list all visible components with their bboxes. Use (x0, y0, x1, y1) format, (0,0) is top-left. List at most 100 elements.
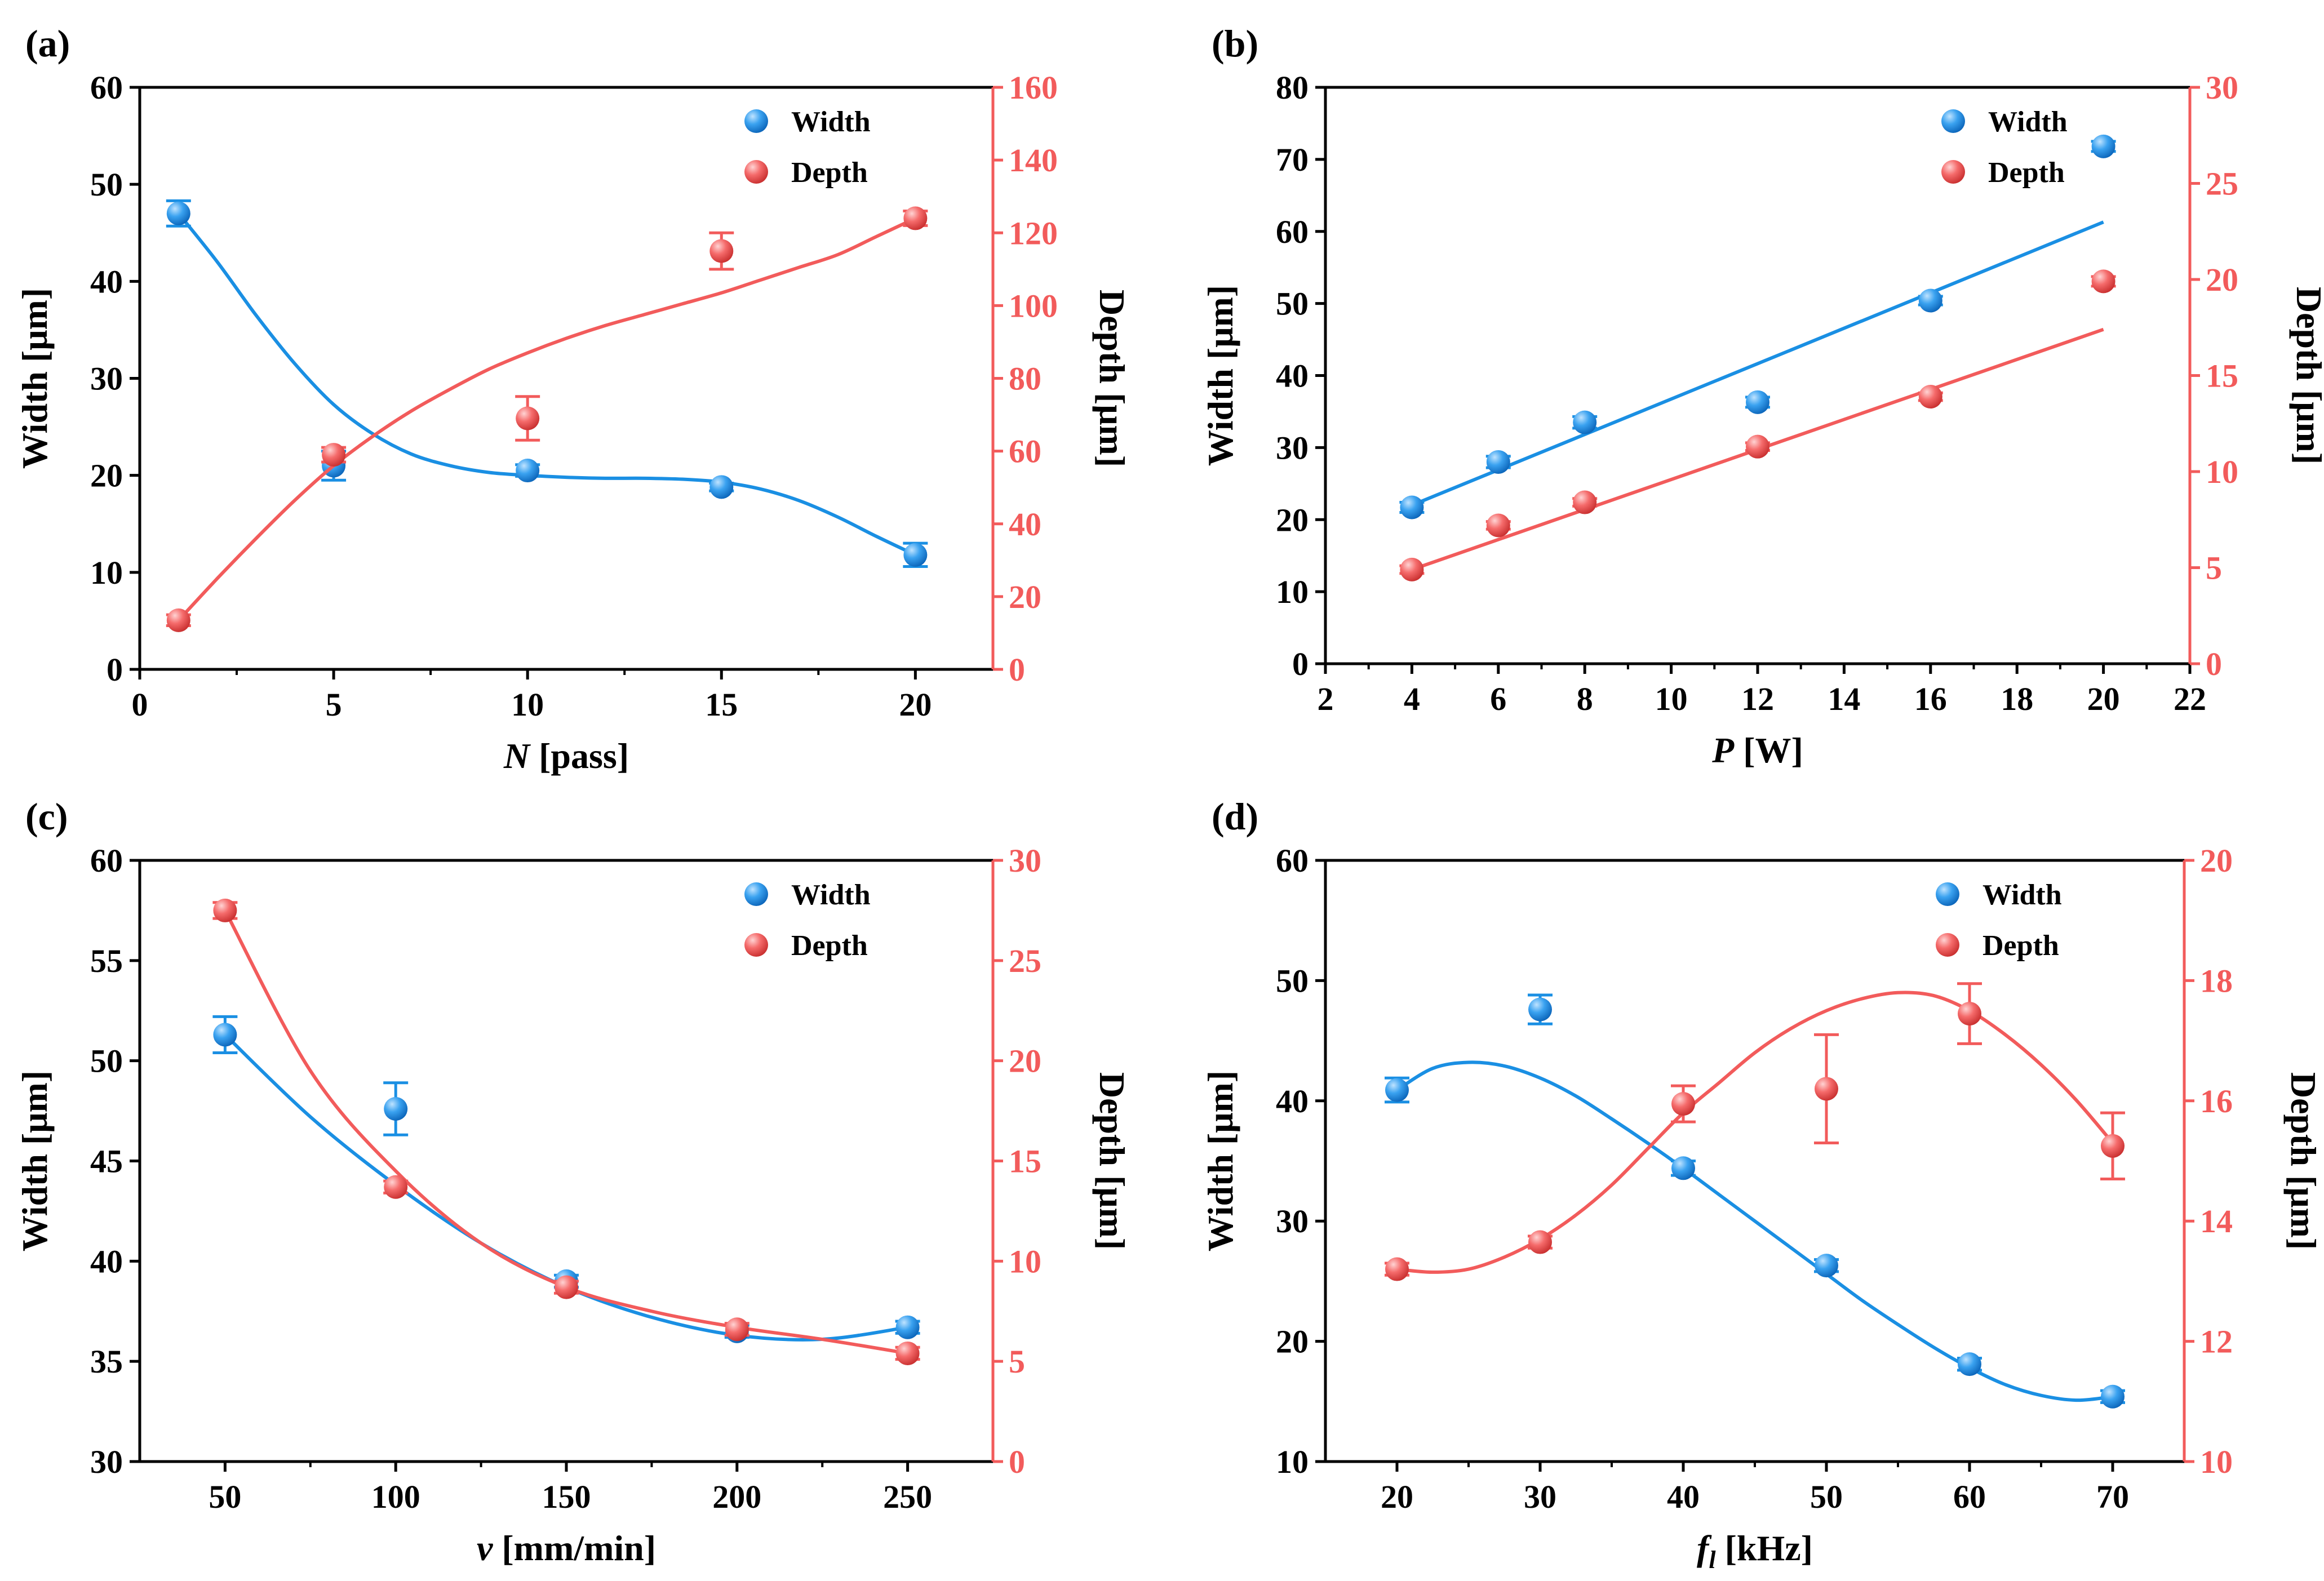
y-tick-label: 40 (1276, 358, 1309, 394)
data-point-width (1746, 390, 1769, 414)
data-point-depth (322, 443, 346, 467)
y-tick-label: 60 (1276, 842, 1309, 879)
y2-tick-label: 25 (2206, 166, 2238, 202)
panel-label: (d) (1212, 795, 1258, 838)
data-point-depth (903, 206, 928, 230)
data-point-depth (1486, 513, 1510, 538)
panel-label: (b) (1212, 22, 1258, 65)
series-depth (166, 206, 928, 632)
data-point-width (709, 475, 734, 499)
x-tick-label: 8 (1577, 681, 1593, 717)
y2-tick-label: 0 (1009, 1444, 1025, 1480)
y2-tick-label: 20 (1009, 579, 1041, 615)
x-tick-label: 150 (542, 1478, 591, 1515)
y2-tick-label: 10 (2206, 454, 2238, 490)
x-tick-label: 20 (899, 686, 932, 723)
data-point-width (2101, 1384, 2125, 1409)
legend-marker-width (1936, 882, 1959, 906)
data-point-width (1486, 450, 1510, 474)
data-point-width (1385, 1078, 1409, 1102)
y-tick-label: 45 (90, 1143, 123, 1180)
x-tick-label: 0 (132, 686, 148, 723)
data-point-depth (709, 239, 734, 263)
y2-tick-label: 60 (1009, 433, 1041, 470)
series-width (1385, 993, 2125, 1409)
y-tick-label: 80 (1276, 69, 1309, 106)
y-axis-title: Width [μm] (15, 288, 55, 469)
y-tick-label: 30 (1276, 1203, 1309, 1240)
data-point-depth (1385, 1257, 1409, 1281)
x-tick-label: 6 (1490, 681, 1506, 717)
data-point-width (2091, 134, 2115, 158)
y-tick-label: 10 (90, 554, 123, 591)
data-point-depth (1815, 1077, 1838, 1101)
x-tick-label: 50 (209, 1478, 241, 1515)
series-depth (1399, 269, 2116, 581)
data-point-depth (1573, 490, 1597, 514)
y-tick-label: 30 (90, 361, 123, 397)
panel-label: (a) (25, 22, 70, 65)
series-width (1399, 134, 2116, 519)
y2-tick-label: 10 (2200, 1444, 2233, 1480)
legend-marker-depth (744, 160, 768, 184)
data-point-width (1573, 410, 1597, 434)
y-axis-title: Width [μm] (1200, 1071, 1240, 1251)
legend-marker-width (744, 109, 768, 133)
y-tick-label: 50 (90, 166, 123, 203)
data-point-depth (1400, 557, 1424, 581)
x-tick-label: 15 (705, 686, 738, 723)
y-tick-label: 40 (90, 263, 123, 300)
panel-c: (c) 50 100 150 200 250 30 35 40 45 50 55 60 0 5 10 15 20 2… (15, 795, 1132, 1568)
legend-label-depth: Depth (1988, 157, 2065, 189)
y2-tick-label: 0 (2206, 646, 2222, 682)
y-tick-label: 30 (90, 1444, 123, 1480)
x-tick-label: 30 (1524, 1478, 1556, 1515)
x-axis-title: P [W] (1711, 730, 1803, 770)
data-point-depth (1671, 1092, 1695, 1116)
x-tick-label: 12 (1741, 681, 1774, 717)
y-tick-label: 20 (1276, 1324, 1309, 1360)
y2-tick-label: 14 (2200, 1203, 2233, 1240)
y2-axis-title: Depth [μm] (2289, 287, 2324, 464)
y-tick-label: 60 (90, 69, 123, 106)
y2-axis-title: Depth [μm] (2283, 1072, 2323, 1250)
x-axis-title: N [pass] (503, 736, 629, 776)
y-tick-label: 40 (90, 1243, 123, 1280)
fit-curve-depth (177, 216, 916, 621)
data-point-depth (1958, 1002, 1981, 1026)
y-tick-label: 50 (1276, 286, 1309, 322)
x-tick-label: 2 (1318, 681, 1334, 717)
data-point-depth (1746, 434, 1769, 459)
y2-tick-label: 0 (1009, 651, 1025, 688)
y2-tick-label: 18 (2200, 962, 2233, 999)
x-tick-label: 10 (1655, 681, 1688, 717)
x-axis-title: fl [kHz] (1697, 1528, 1813, 1574)
x-axis-title: v [mm/min] (477, 1528, 656, 1568)
x-tick-label: 60 (1953, 1478, 1986, 1515)
x-tick-label: 22 (2174, 681, 2206, 717)
y2-tick-label: 10 (1009, 1243, 1041, 1280)
y-tick-label: 10 (1276, 574, 1309, 610)
x-tick-label: 20 (1381, 1478, 1413, 1515)
data-point-width (213, 1023, 237, 1047)
legend-label-width: Width (791, 106, 871, 138)
legend-label-depth: Depth (791, 157, 868, 189)
y2-tick-label: 20 (2200, 842, 2233, 879)
data-point-depth (384, 1175, 408, 1199)
data-point-depth (2101, 1134, 2125, 1158)
y2-tick-label: 140 (1009, 142, 1058, 179)
y2-tick-label: 12 (2200, 1324, 2233, 1360)
panel-a: (a) 0 5 10 15 20 0 10 20 30 40 50 60 0 20 40 60 80 100 120 1… (15, 22, 1132, 776)
data-point-width (903, 543, 928, 567)
y2-tick-label: 15 (2206, 358, 2238, 394)
y2-tick-label: 30 (1009, 842, 1041, 879)
data-point-width (1918, 288, 1942, 313)
legend-label-width: Width (1983, 879, 2062, 911)
x-tick-label: 100 (371, 1478, 420, 1515)
data-point-depth (1918, 385, 1942, 409)
fit-curve-width (1396, 1060, 2113, 1402)
y2-tick-label: 15 (1009, 1143, 1041, 1180)
x-tick-label: 5 (326, 686, 342, 723)
y2-tick-label: 160 (1009, 69, 1058, 106)
